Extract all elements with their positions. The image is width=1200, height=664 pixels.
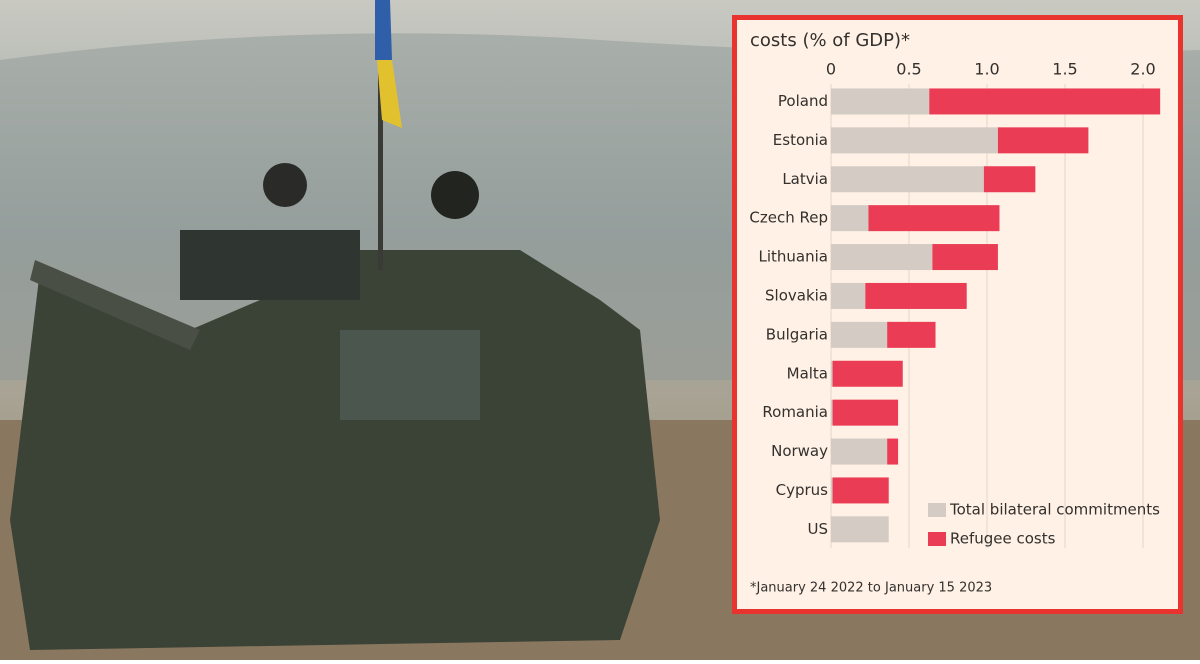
- bar-segment: [831, 438, 888, 465]
- bar-segment: [832, 477, 889, 504]
- x-tick-label: 1.0: [974, 60, 999, 79]
- bar-segment: [831, 166, 984, 193]
- bar-segment: [832, 360, 903, 387]
- bar-segment: [831, 244, 933, 271]
- y-tick-label: Malta: [787, 364, 828, 382]
- bar-segment: [831, 127, 998, 154]
- x-tick-label: 0.5: [896, 60, 921, 79]
- legend-label: Total bilateral commitments: [949, 501, 1160, 519]
- x-tick-label: 0: [826, 60, 836, 79]
- legend-swatch: [928, 532, 946, 546]
- y-tick-label: US: [807, 520, 828, 538]
- bar-segment: [831, 282, 866, 309]
- y-tick-label: Czech Rep: [749, 209, 828, 227]
- bar-segment: [831, 88, 930, 115]
- y-tick-label: Poland: [778, 92, 828, 110]
- y-tick-label: Slovakia: [765, 286, 828, 304]
- x-tick-label: 2.0: [1130, 60, 1155, 79]
- bar-segment: [831, 321, 888, 348]
- bar-segment: [832, 399, 899, 426]
- bar-segment: [887, 321, 936, 348]
- y-tick-label: Latvia: [782, 170, 828, 188]
- bar-segment: [831, 399, 833, 426]
- chart: costs (% of GDP)* *January 24 2022 to Ja…: [749, 30, 1160, 596]
- bar-segment: [929, 88, 1161, 115]
- bar-segment: [997, 127, 1089, 154]
- legend-swatch: [928, 503, 946, 517]
- y-tick-label: Romania: [762, 403, 828, 421]
- bar-segment: [983, 166, 1036, 193]
- legend-label: Refugee costs: [950, 530, 1056, 548]
- bar-segment: [868, 205, 1000, 232]
- y-tick-label: Cyprus: [776, 481, 829, 499]
- footnote: *January 24 2022 to January 15 2023: [750, 581, 992, 596]
- y-tick-label: Lithuania: [759, 248, 828, 266]
- bar-segment: [831, 516, 889, 543]
- chart-title: costs (% of GDP)*: [750, 30, 910, 51]
- bar-segment: [831, 477, 833, 504]
- y-tick-label: Estonia: [773, 131, 828, 149]
- x-tick-label: 1.5: [1052, 60, 1077, 79]
- y-tick-label: Bulgaria: [766, 325, 828, 343]
- bar-segment: [887, 438, 899, 465]
- bar-segment: [831, 360, 833, 387]
- y-tick-label: Norway: [771, 442, 828, 460]
- bar-segment: [865, 282, 967, 309]
- chart-panel: [732, 15, 1183, 614]
- bar-segment: [831, 205, 869, 232]
- bar-segment: [932, 244, 998, 271]
